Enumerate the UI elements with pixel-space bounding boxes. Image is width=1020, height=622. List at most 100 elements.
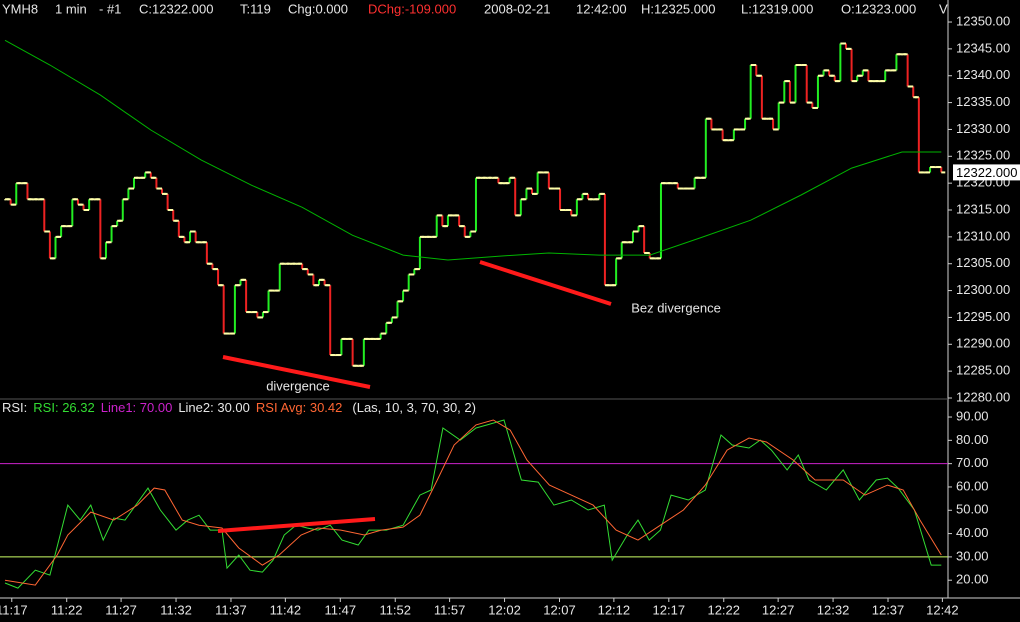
header-item: - #1: [99, 1, 121, 16]
header-item: O:12323.000: [841, 1, 916, 16]
bar: [917, 97, 920, 173]
bar: [631, 231, 634, 243]
bar: [144, 172, 147, 178]
bar: [166, 193, 169, 211]
y-tick-label: 12350.00: [956, 13, 1010, 28]
x-tick-label: 12:17: [653, 602, 686, 617]
bar: [446, 215, 449, 227]
bar: [441, 215, 444, 227]
bar: [536, 172, 539, 194]
bar: [155, 177, 158, 189]
y-tick-label: 12280.00: [956, 389, 1010, 404]
x-tick-label: 12:02: [488, 602, 521, 617]
bar: [676, 183, 679, 189]
bar: [559, 188, 562, 211]
bar: [26, 183, 29, 200]
bar: [211, 263, 214, 270]
bar: [497, 177, 500, 184]
bar: [760, 75, 763, 119]
y-tick-label: 12310.00: [956, 228, 1010, 243]
bar: [127, 188, 130, 200]
bar: [704, 118, 707, 178]
bar: [643, 226, 646, 253]
legend-item: RSI:: [2, 400, 27, 415]
bar: [278, 263, 281, 291]
bar: [161, 188, 164, 194]
bar: [463, 226, 466, 237]
annotation: divergence: [266, 378, 330, 393]
trend-line: [222, 355, 371, 389]
bar: [104, 242, 107, 259]
header-item: 12:42:00: [576, 1, 627, 16]
bar: [390, 317, 393, 323]
bar: [396, 301, 399, 318]
bar: [856, 75, 859, 82]
y-tick-label: 12315.00: [956, 201, 1010, 216]
bar: [648, 252, 651, 259]
header-item: DChg:-109.000: [368, 1, 456, 16]
x-tick-label: 12:32: [817, 602, 850, 617]
legend-item: RSI Avg: 30.42: [256, 400, 343, 415]
rsi-line: [4, 419, 942, 589]
bar: [245, 279, 248, 313]
bar: [906, 54, 909, 87]
legend: RSI: RSI: 26.32 Line1: 70.00 Line2: 30.00 RS…: [2, 400, 476, 415]
bar: [379, 333, 382, 339]
annotation: Bez divergence: [631, 300, 721, 315]
bar: [850, 48, 853, 82]
bar: [60, 226, 63, 237]
x-tick-label: 11:27: [105, 602, 137, 617]
bar: [895, 54, 898, 71]
x-tick-label: 11:32: [160, 602, 192, 617]
bar: [884, 70, 887, 82]
bar: [312, 274, 315, 286]
bar: [402, 290, 405, 302]
last-price-label: 12322.000: [956, 165, 1017, 180]
header-item: L:12319.000: [741, 1, 813, 16]
bar: [149, 172, 152, 178]
bar: [474, 177, 477, 232]
bar: [777, 102, 780, 130]
bar: [547, 172, 550, 189]
bar: [418, 236, 421, 270]
y-tick-label: 20.00: [956, 572, 989, 587]
bar: [693, 177, 696, 189]
bar: [15, 183, 18, 205]
bar: [301, 263, 304, 270]
bar: [508, 177, 511, 184]
bar: [43, 199, 46, 232]
x-tick-label: 11:37: [215, 602, 247, 617]
bar: [744, 118, 747, 130]
x-tick-label: 11:57: [434, 602, 466, 617]
y-tick-label: 12285.00: [956, 363, 1010, 378]
bar: [76, 199, 79, 205]
bar: [121, 199, 124, 221]
header: YMH8 1 min - #1 C:12322.000 T:119 Chg:0.…: [2, 1, 948, 16]
legend-item: Line2: 30.00: [178, 400, 250, 415]
bar: [531, 188, 534, 194]
rsi-line: [4, 419, 942, 586]
bar: [458, 215, 461, 227]
plot-area: [0, 39, 948, 589]
bar: [659, 183, 662, 259]
bar: [469, 231, 472, 237]
bar: [329, 285, 332, 356]
bar: [88, 199, 91, 211]
bar: [514, 177, 517, 216]
y-tick-label: 50.00: [956, 502, 989, 517]
bar: [615, 258, 618, 286]
bar: [323, 279, 326, 286]
y-tick-label: 70.00: [956, 455, 989, 470]
bar: [833, 75, 836, 82]
y-tick-label: 12305.00: [956, 255, 1010, 270]
bar: [940, 167, 943, 173]
x-tick-label: 12:42: [926, 602, 959, 617]
bar: [217, 269, 220, 286]
y-tick-label: 80.00: [956, 432, 989, 447]
header-item: 1 min: [55, 1, 87, 16]
header-item: H:12325.000: [641, 1, 715, 16]
bar: [749, 64, 752, 119]
y-tick-label: 12300.00: [956, 282, 1010, 297]
